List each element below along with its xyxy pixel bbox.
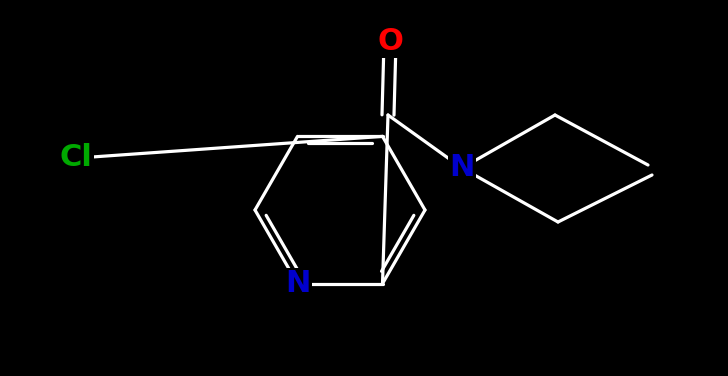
Text: O: O: [377, 27, 403, 56]
Text: Cl: Cl: [60, 144, 92, 173]
Text: N: N: [285, 269, 310, 298]
Text: N: N: [449, 153, 475, 182]
